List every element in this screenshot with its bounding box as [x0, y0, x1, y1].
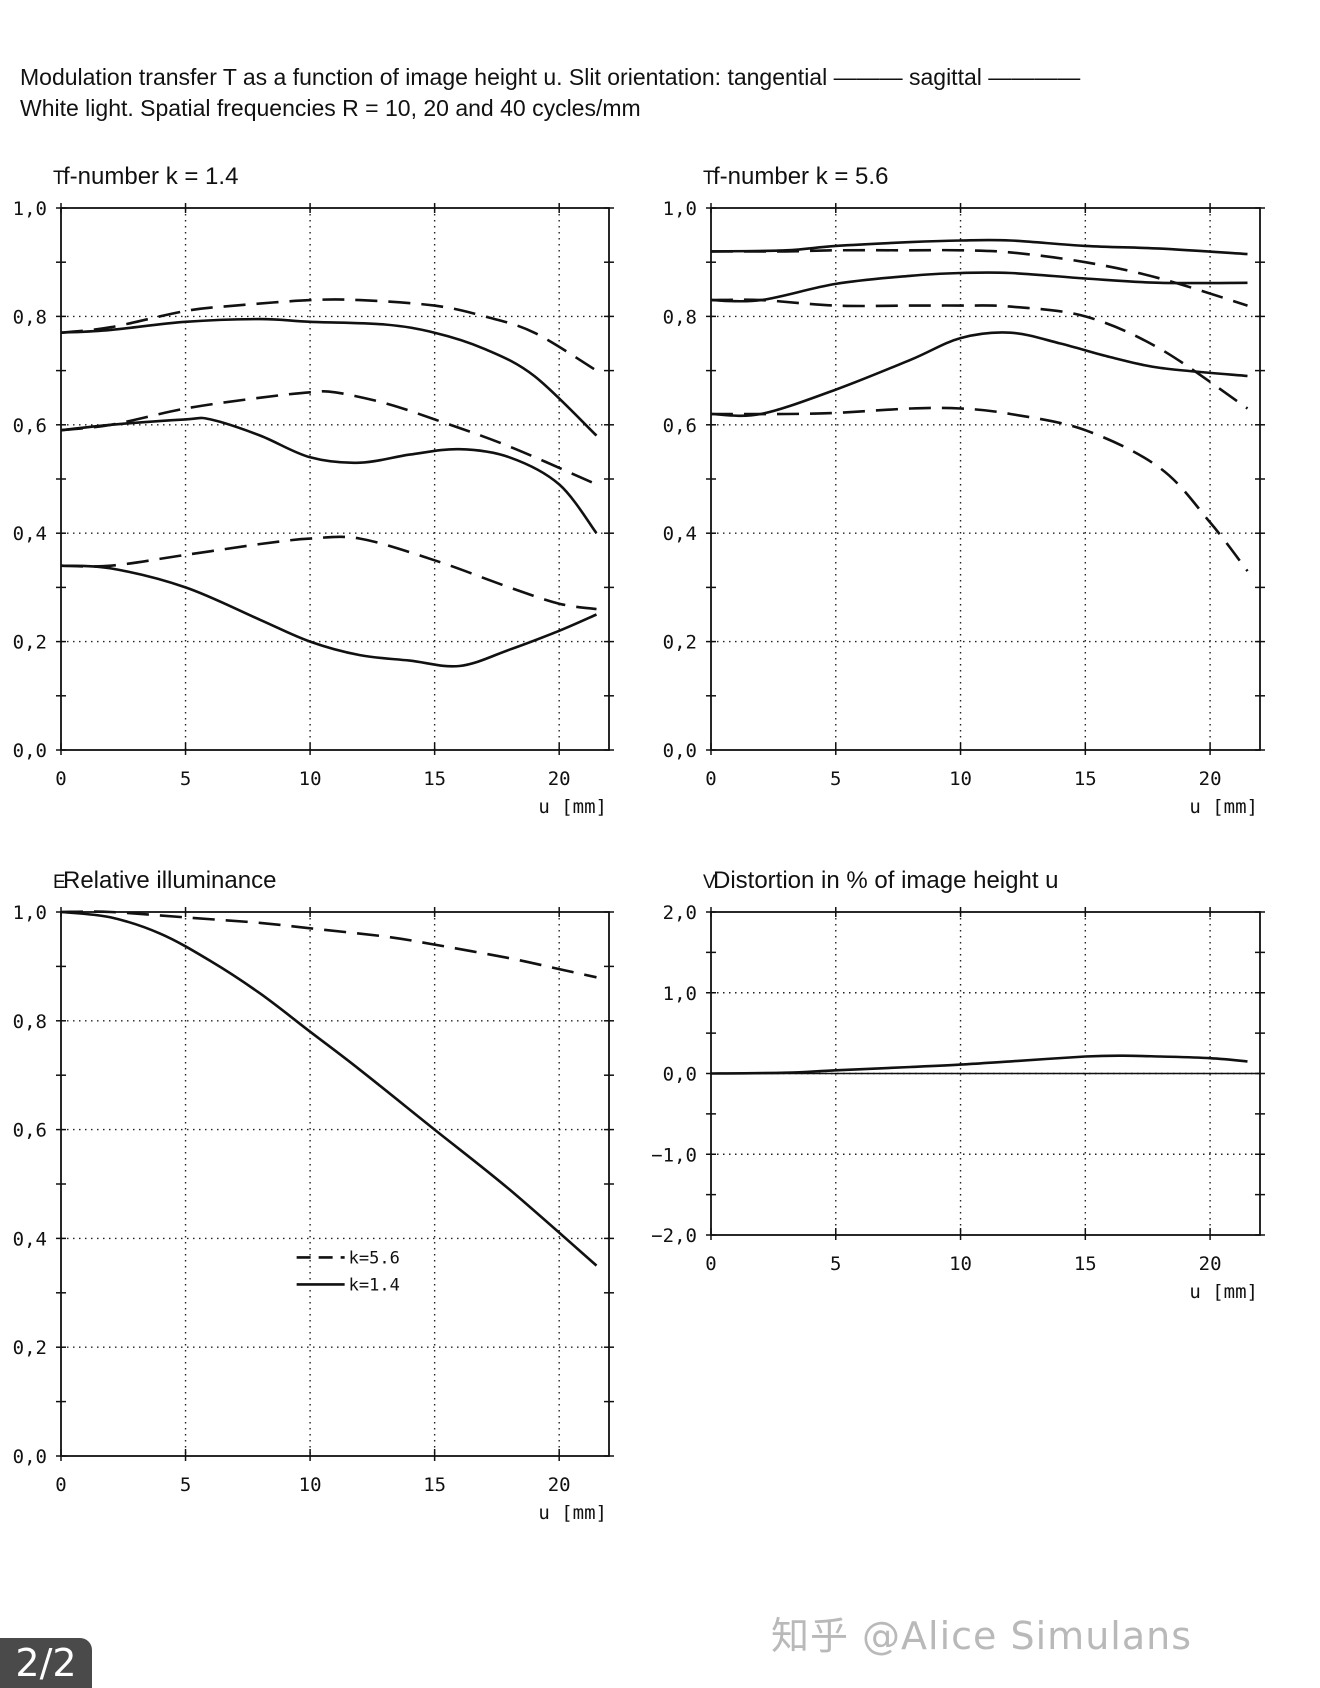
x-tick-label: 20	[1199, 768, 1222, 790]
x-tick-label: 20	[548, 768, 571, 790]
series-line-3	[60, 389, 598, 486]
y-tick-label: 0,4	[13, 523, 47, 545]
y-tick-label: 1,0	[663, 198, 697, 220]
y-tick-label: 0,2	[13, 1337, 47, 1359]
series-line-1	[60, 298, 598, 372]
series-line-1	[710, 1054, 1248, 1075]
x-axis-label: u [mm]	[538, 796, 607, 818]
y-axis-symbol: T	[703, 168, 715, 189]
series-line-4	[60, 416, 598, 534]
chart-panel-1: 0,0 0,2 0,4 0,6 0,8 1,0 0 5 10 15 20 u [mm] Tf-numbe…	[13, 163, 614, 818]
series-line-5	[710, 331, 1248, 418]
y-tick-label: 0,2	[13, 632, 47, 654]
series-line-2	[60, 317, 598, 437]
chart-panel-3: 0,0 0,2 0,4 0,6 0,8 1,0 0 5 10 15 20 u [mm] ERelativ…	[13, 867, 614, 1524]
x-tick-label: 15	[423, 1474, 446, 1496]
y-tick-label: 1,0	[663, 983, 697, 1005]
x-tick-label: 10	[949, 1253, 972, 1275]
y-tick-label: 1,0	[13, 198, 47, 220]
x-tick-label: 10	[299, 768, 322, 790]
x-axis-label: u [mm]	[538, 1502, 607, 1524]
series-line-6	[710, 406, 1249, 572]
y-tick-label: 0,8	[663, 306, 697, 328]
page-indicator: 2/2	[0, 1638, 92, 1688]
y-tick-label: 0,2	[663, 632, 697, 654]
x-tick-label: 20	[548, 1474, 571, 1496]
x-tick-label: 5	[180, 1474, 191, 1496]
y-tick-label: 1,0	[13, 902, 47, 924]
y-tick-label: 0,0	[13, 740, 47, 762]
y-tick-label: 0,6	[663, 415, 697, 437]
y-tick-label: 2,0	[663, 902, 697, 924]
chart-title: f-number k = 5.6	[713, 163, 888, 190]
x-tick-label: 10	[949, 768, 972, 790]
x-tick-label: 15	[1074, 1253, 1097, 1275]
y-tick-label: 0,8	[13, 1011, 47, 1033]
legend-label: k=5.6	[349, 1248, 400, 1268]
y-axis-symbol: T	[53, 168, 65, 189]
y-axis-symbol: E	[53, 872, 66, 893]
x-tick-label: 5	[830, 1253, 841, 1275]
x-tick-label: 0	[55, 768, 66, 790]
x-tick-label: 5	[180, 768, 191, 790]
x-tick-label: 5	[830, 768, 841, 790]
series-line-5	[60, 535, 597, 611]
chart-panel-4: −2,0 −1,0 0,0 1,0 2,0 0 5 10 15 20 u [mm] VDistorti…	[651, 867, 1265, 1303]
y-tick-label: 0,6	[13, 415, 47, 437]
plot-frame	[710, 207, 1261, 751]
watermark: 知乎 @Alice Simulans	[770, 1614, 1192, 1658]
series-line-1	[60, 910, 597, 979]
y-tick-label: 0,0	[663, 740, 697, 762]
y-tick-label: 0,4	[13, 1228, 47, 1250]
x-axis-label: u [mm]	[1189, 796, 1258, 818]
x-tick-label: 20	[1199, 1253, 1222, 1275]
y-tick-label: −2,0	[651, 1225, 697, 1247]
series-line-1	[710, 238, 1248, 256]
caption-line-1: Modulation transfer T as a function of i…	[20, 64, 1081, 90]
chart-title: f-number k = 1.4	[63, 163, 238, 190]
series-line-6	[60, 564, 598, 668]
chart-title: Distortion in % of image height u	[713, 867, 1059, 894]
figure-caption: Modulation transfer T as a function of i…	[20, 62, 1080, 124]
y-axis-symbol: V	[703, 872, 716, 893]
plot-frame	[60, 911, 610, 1457]
caption-line-2: White light. Spatial frequencies R = 10,…	[20, 95, 641, 121]
y-tick-label: 0,4	[663, 523, 697, 545]
x-tick-label: 0	[705, 1253, 716, 1275]
y-tick-label: 0,6	[13, 1120, 47, 1142]
x-tick-label: 0	[55, 1474, 66, 1496]
y-tick-label: 0,8	[13, 306, 47, 328]
series-line-4	[710, 298, 1249, 410]
series-line-3	[710, 271, 1248, 303]
x-tick-label: 10	[299, 1474, 322, 1496]
y-tick-label: 0,0	[13, 1446, 47, 1468]
y-tick-label: −1,0	[651, 1144, 697, 1166]
x-axis-label: u [mm]	[1189, 1281, 1258, 1303]
plot-frame	[60, 207, 610, 751]
legend-label: k=1.4	[349, 1275, 400, 1295]
chart-panel-2: 0,0 0,2 0,4 0,6 0,8 1,0 0 5 10 15 20 u [mm] Tf-numbe…	[663, 163, 1265, 818]
chart-title: Relative illuminance	[63, 867, 276, 894]
legend: k=5.6 k=1.4	[296, 1248, 400, 1295]
x-tick-label: 0	[705, 768, 716, 790]
x-tick-label: 15	[1074, 768, 1097, 790]
x-tick-label: 15	[423, 768, 446, 790]
series-line-2	[60, 910, 598, 1267]
y-tick-label: 0,0	[663, 1064, 697, 1086]
series-line-2	[710, 248, 1248, 307]
